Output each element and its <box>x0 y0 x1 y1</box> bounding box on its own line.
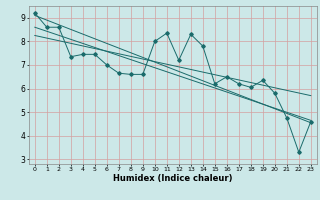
X-axis label: Humidex (Indice chaleur): Humidex (Indice chaleur) <box>113 174 233 183</box>
